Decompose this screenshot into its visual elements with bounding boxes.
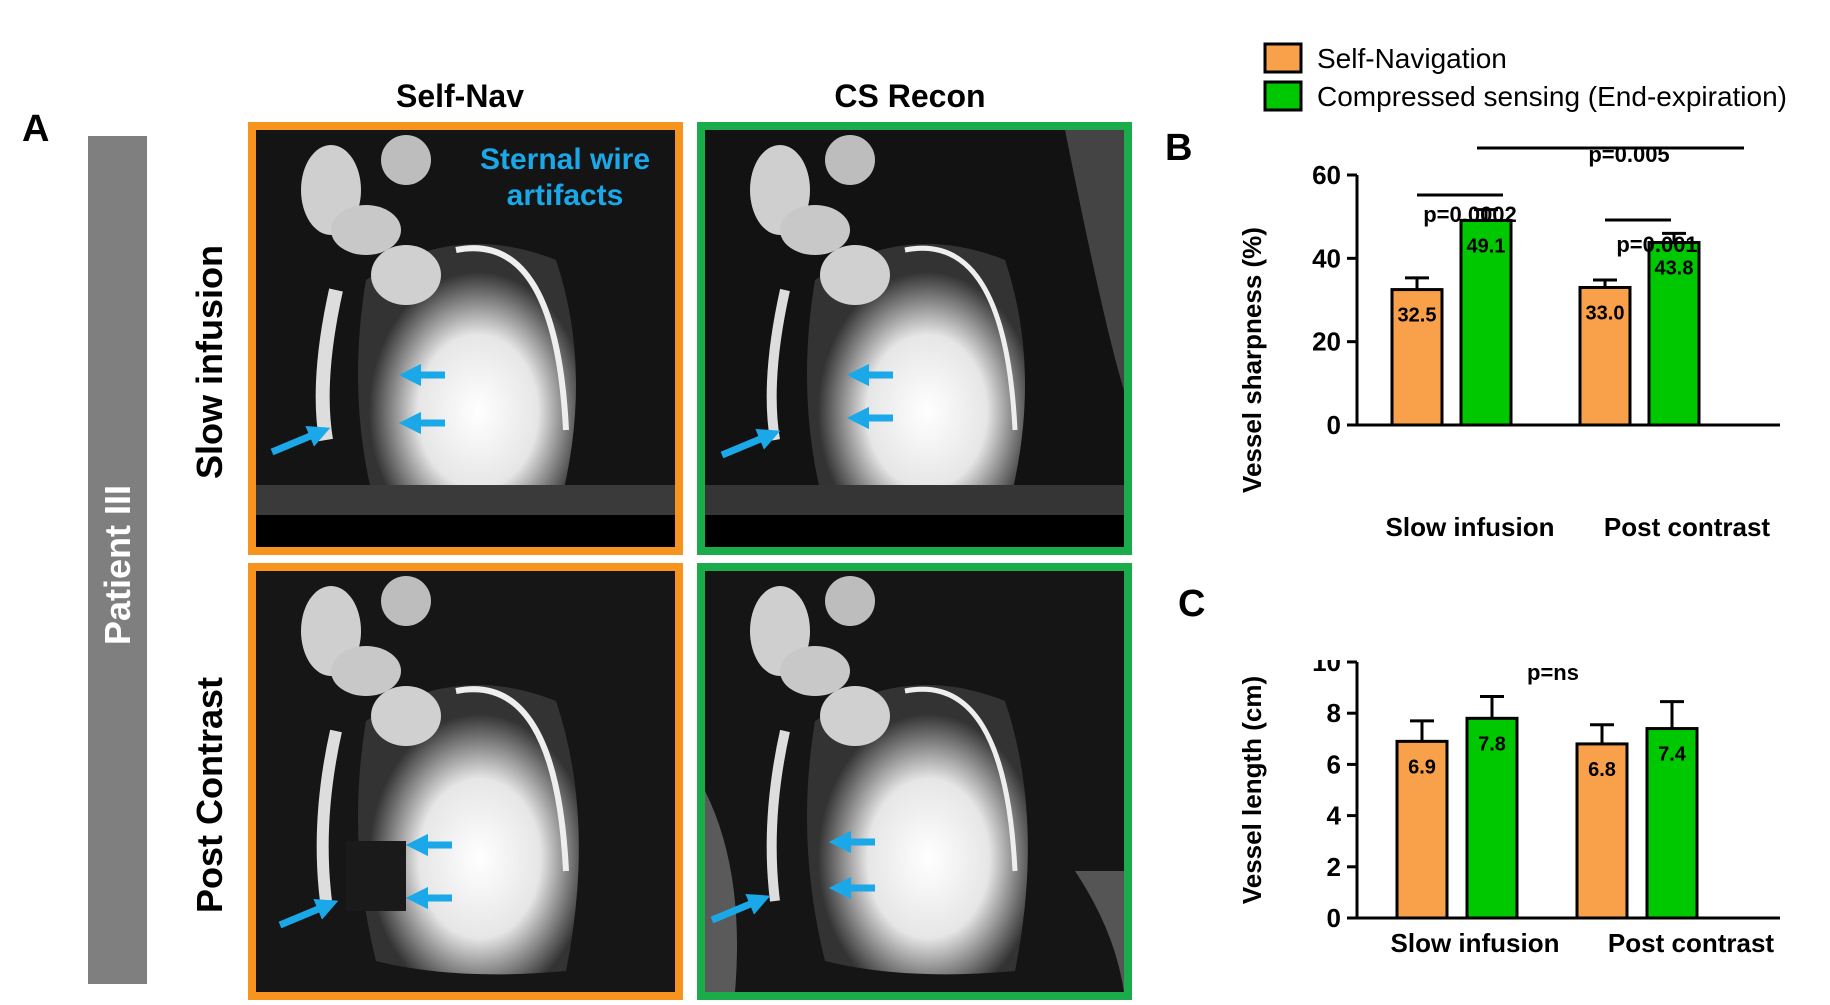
- data-label: 6.8: [1588, 759, 1616, 781]
- chart-c-ylabel: Vessel length (cm): [1237, 676, 1267, 904]
- panel-b-letter: B: [1165, 127, 1193, 169]
- bar: [1390, 288, 1444, 427]
- mri-image-2: [705, 130, 1124, 547]
- chart-b-ylabel: Vessel sharpness (%): [1237, 227, 1267, 493]
- bar: [1459, 218, 1513, 427]
- row-label-slow-infusion: Slow infusion: [189, 245, 230, 479]
- data-label: 43.8: [1655, 258, 1694, 280]
- col-title-cs-recon: CS Recon: [834, 78, 986, 114]
- panel-a-letter: A: [22, 108, 50, 150]
- patient-label: Patient III: [97, 484, 138, 646]
- bar: [1395, 739, 1449, 920]
- legend-swatch-self-nav: [1263, 42, 1303, 74]
- chart-b-ptext-1: p=0.001: [1616, 232, 1697, 257]
- chart-c: Vessel length (cm) 0 2 4 6 8 10 6.9 6.8 7.8 7.4 S…: [1237, 660, 1780, 958]
- sternal-wire-annotation: Sternal wire artifacts: [479, 143, 651, 212]
- data-label: 32.5: [1398, 305, 1437, 327]
- y-tick-label: 2: [1327, 852, 1341, 882]
- y-tick-label: 6: [1327, 749, 1341, 779]
- bar: [1578, 286, 1632, 427]
- y-tick-label: 40: [1312, 243, 1341, 273]
- mri-cs-recon-post-contrast: [697, 563, 1132, 1000]
- mri-image-1: [256, 130, 675, 547]
- y-tick-label: 0: [1327, 903, 1341, 933]
- bar: [1645, 727, 1699, 920]
- data-label: 7.8: [1478, 733, 1506, 755]
- patient-bar: [88, 136, 147, 984]
- y-tick-label: 8: [1327, 698, 1341, 728]
- chart-b-ptext-2: p=0.005: [1588, 142, 1669, 167]
- data-label: 33.0: [1586, 303, 1625, 325]
- mri-cs-recon-slow-infusion: [697, 122, 1132, 555]
- y-tick-label: 20: [1312, 327, 1341, 357]
- chart-b-xtick-0: Slow infusion: [1386, 512, 1555, 538]
- y-tick-label: 60: [1312, 160, 1341, 190]
- chart-c-xtick-0: Slow infusion: [1391, 928, 1560, 958]
- legend-label-cs: Compressed sensing (End-expiration): [1317, 81, 1787, 112]
- data-label: 6.9: [1408, 756, 1436, 778]
- legend-swatch-cs: [1263, 80, 1303, 112]
- panel-c-letter: C: [1178, 583, 1206, 625]
- chart-c-ptext-0: p=ns: [1527, 660, 1579, 685]
- data-label: 7.4: [1658, 744, 1687, 766]
- y-tick-label: 0: [1327, 410, 1341, 440]
- chart-c-xtick-1: Post contrast: [1608, 928, 1774, 958]
- chart-b-xtick-1: Post contrast: [1604, 512, 1770, 538]
- y-tick-label: 10: [1312, 660, 1341, 677]
- mri-image-4: [705, 571, 1124, 992]
- bar: [1465, 716, 1519, 920]
- y-tick-label: 4: [1327, 801, 1342, 831]
- mri-self-nav-slow-infusion: [248, 122, 683, 555]
- col-title-self-nav: Self-Nav: [395, 78, 525, 114]
- chart-b: Vessel sharpness (%) 0 20 40 60 32.5 33.0 49.1…: [1237, 142, 1780, 538]
- bar: [1575, 742, 1629, 920]
- mri-self-nav-post-contrast: [248, 563, 683, 1000]
- data-label: 49.1: [1467, 235, 1506, 257]
- row-label-post-contrast: Post Contrast: [189, 676, 230, 914]
- legend: Self-Navigation Compressed sensing (End-…: [1263, 42, 1787, 112]
- chart-b-ptext-0: p=0.0002: [1423, 202, 1517, 227]
- legend-label-self-nav: Self-Navigation: [1317, 43, 1507, 74]
- mri-image-3: [256, 571, 675, 992]
- bar: [1647, 241, 1701, 427]
